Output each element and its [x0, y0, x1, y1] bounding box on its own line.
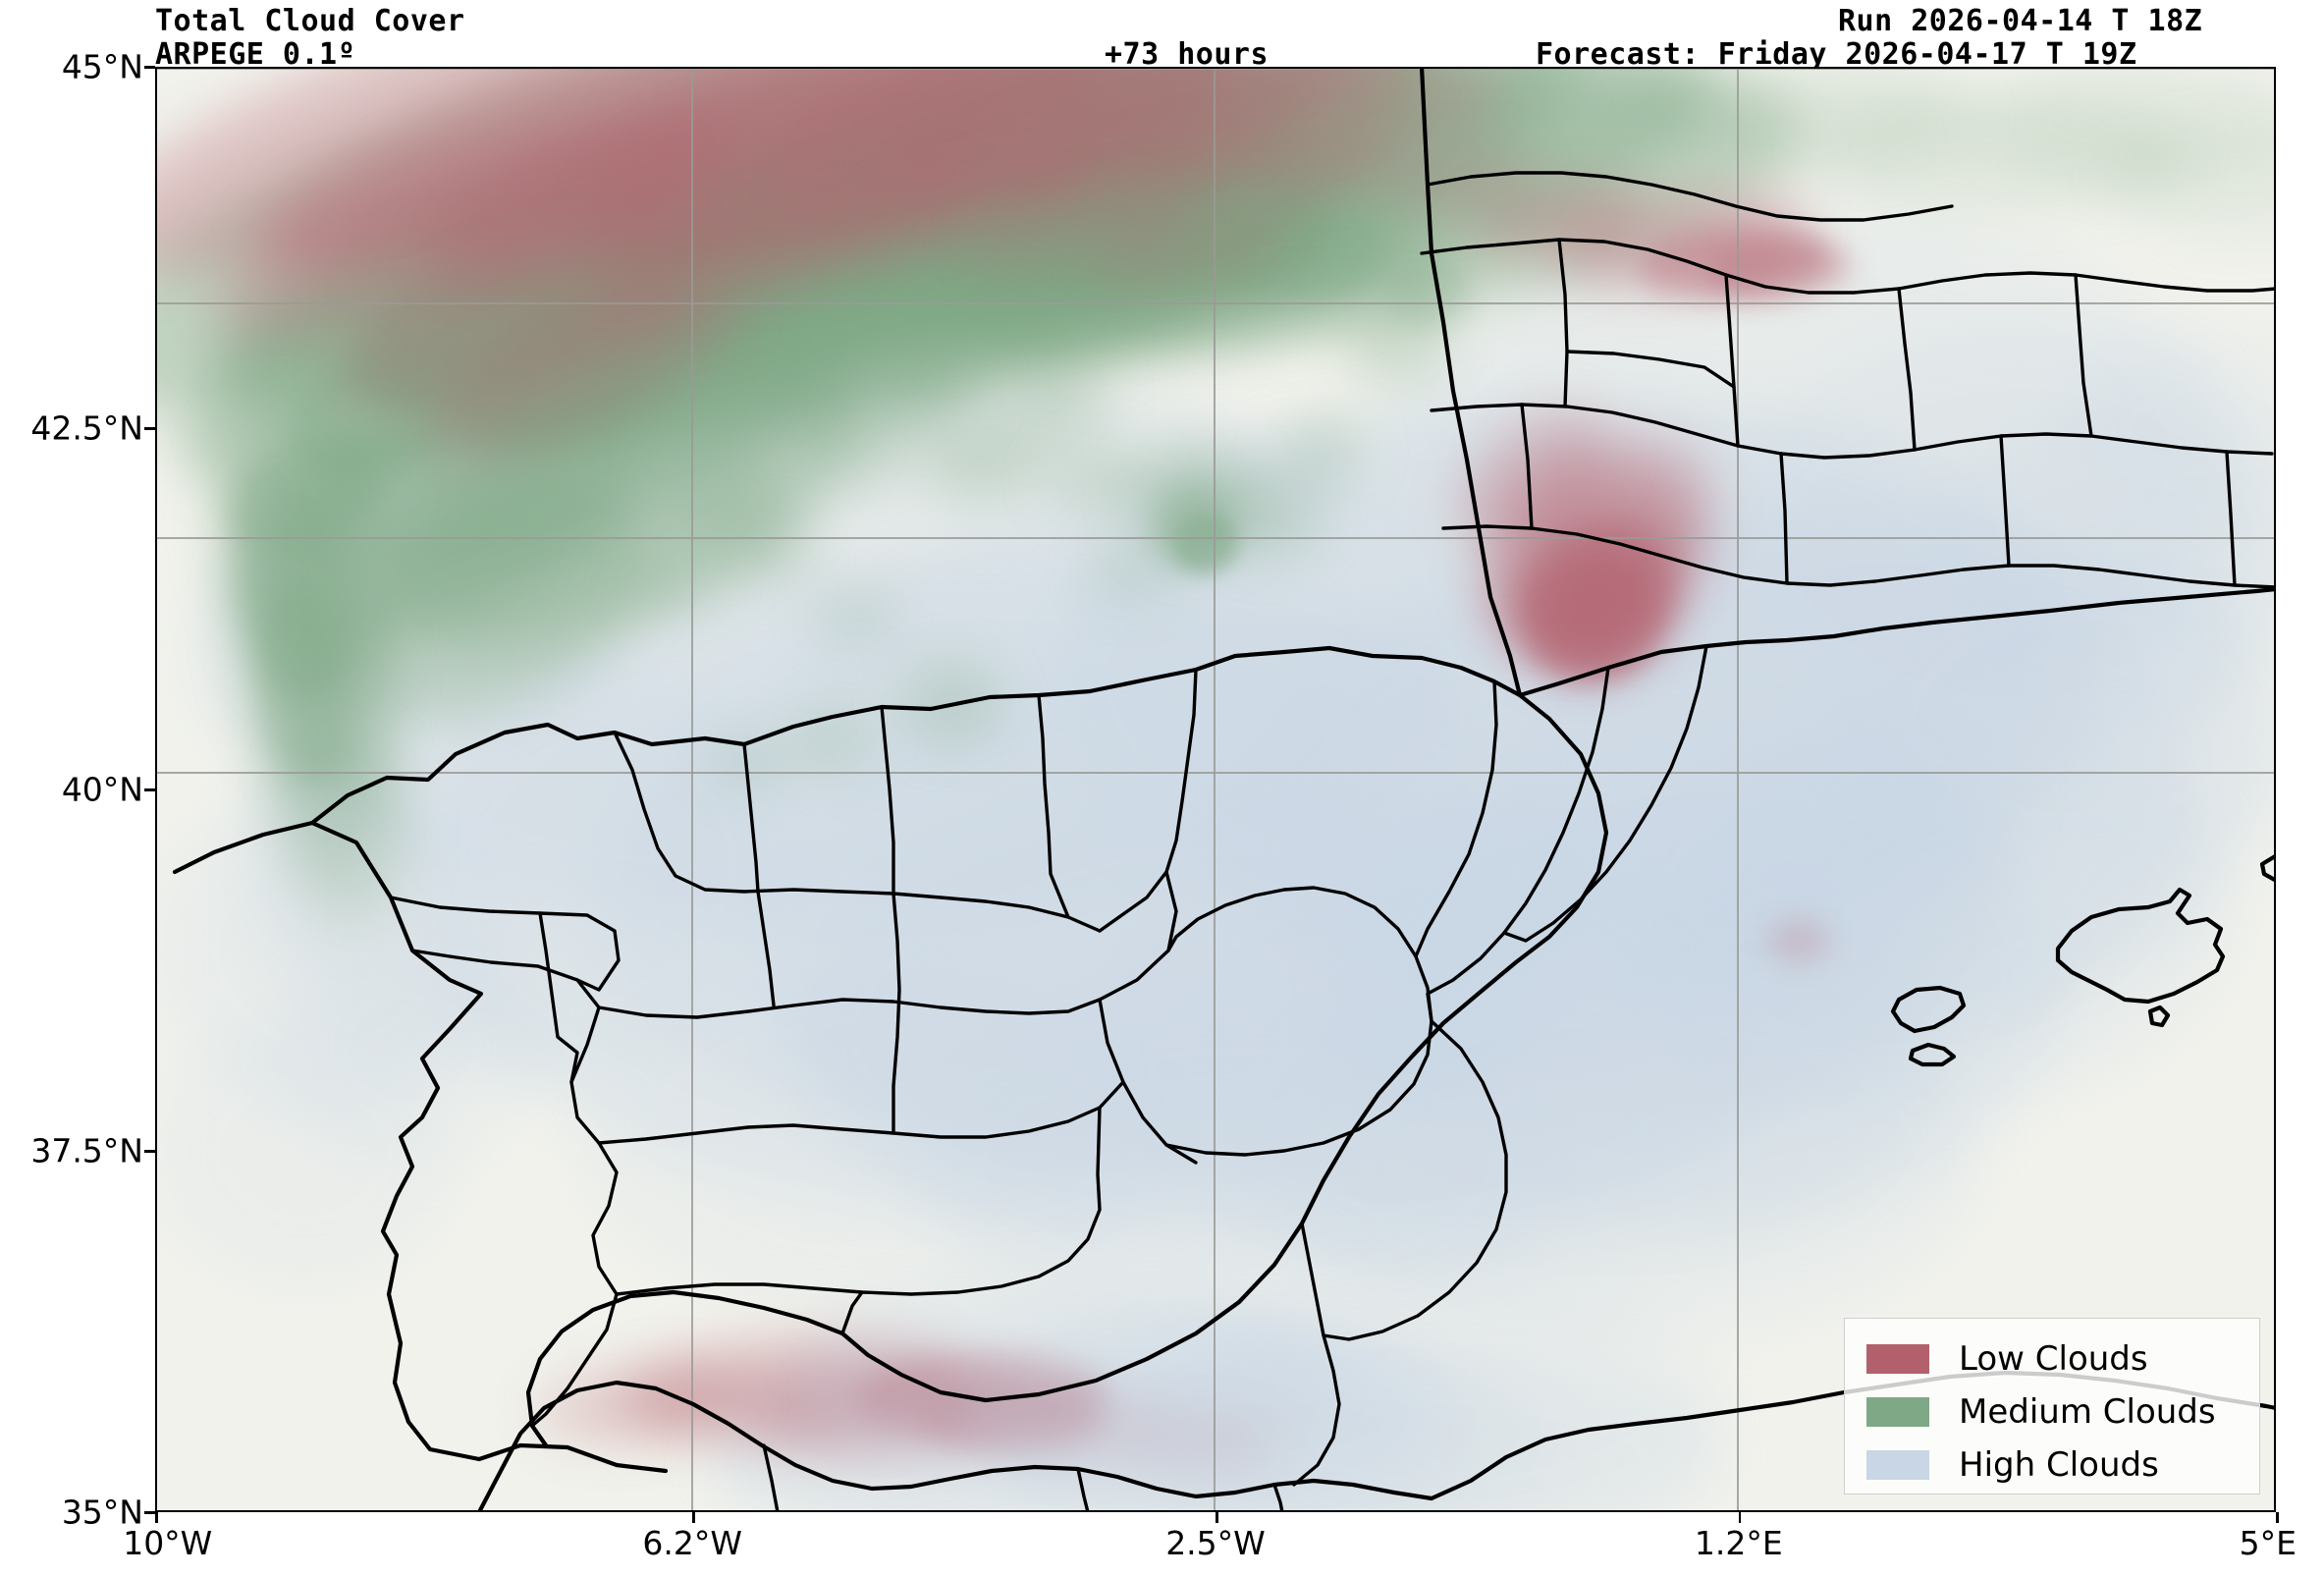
cloud-contour-high — [197, 355, 1471, 935]
xtick-mark — [1216, 1512, 1218, 1523]
cloud-contour-mid — [1046, 442, 1153, 516]
cloud-contour-high — [155, 789, 495, 1108]
chart-title: Total Cloud Cover — [155, 4, 465, 38]
cloud-contour-low — [1130, 1410, 1279, 1469]
xtick-mark — [2276, 1512, 2279, 1523]
ytick-mark — [144, 427, 155, 430]
cloud-contour-high — [409, 558, 1577, 1209]
cloud-contour-high — [1258, 962, 1979, 1339]
cloud-contour-high — [1766, 702, 2022, 877]
legend: Low Clouds Medium Clouds High Clouds — [1844, 1318, 2260, 1494]
legend-item-medium-clouds: Medium Clouds — [1866, 1386, 2259, 1439]
legend-swatch-low-clouds — [1866, 1344, 1929, 1374]
cloud-contour-high — [1596, 702, 2234, 1108]
gridline-lat-37.5N — [155, 772, 2276, 774]
cloud-contour-mid — [1342, 298, 1449, 385]
xtick-label: 6.2°W — [642, 1524, 742, 1562]
cloud-contour-high — [1724, 326, 2276, 761]
cloud-contour-high — [1342, 732, 2064, 1223]
map-plot-area: Low Clouds Medium Clouds High Clouds — [155, 67, 2276, 1512]
cloud-contour-high — [706, 1309, 1555, 1512]
cloud-contour-mid — [1216, 471, 1322, 559]
xtick-mark — [155, 1512, 158, 1523]
cloud-contour-high — [1978, 558, 2234, 733]
cloud-contour-high — [1512, 500, 2276, 1021]
ytick-label: 37.5°N — [30, 1131, 143, 1170]
cloud-contour-high — [1046, 384, 2107, 963]
ytick-mark — [144, 1150, 155, 1153]
chart-header: Total Cloud Cover ARPEGE 0.1º +73 hours … — [0, 0, 2324, 72]
xtick-label: 10°W — [123, 1524, 213, 1562]
cloud-contour-high — [1852, 789, 2022, 905]
xtick-label: 2.5°W — [1165, 1524, 1266, 1562]
cloud-contour-high — [791, 1280, 1343, 1484]
cloud-contour-mid — [897, 659, 1003, 746]
gridline-lon-2.5W — [1214, 67, 1216, 1512]
cloud-contour-mid — [876, 341, 983, 428]
ytick-mark — [144, 66, 155, 69]
model-label: ARPEGE 0.1º — [155, 37, 356, 72]
gridline-lat-40N — [155, 537, 2276, 539]
ytick-mark — [144, 1511, 155, 1514]
ytick-label: 40°N — [61, 770, 143, 809]
cloud-contour-mid — [918, 413, 1047, 501]
legend-label-low-clouds: Low Clouds — [1959, 1339, 2148, 1379]
cloud-contour-mid — [1809, 95, 2191, 212]
cloud-contour-high — [1640, 876, 1895, 1021]
gridline-lon-1.2E — [1737, 67, 1739, 1512]
cloud-contour-mid — [1172, 515, 1237, 573]
ytick-label: 35°N — [61, 1493, 143, 1532]
cloud-contour-mid — [1152, 485, 1237, 573]
cloud-contour-low — [1766, 919, 1831, 963]
cloud-contour-high — [960, 1309, 1428, 1512]
cloud-contour-mid — [1384, 254, 1471, 327]
cloud-contour-low — [1003, 1396, 1173, 1455]
cloud-contour-high — [155, 1020, 453, 1281]
cloud-contour-mid — [1978, 67, 2276, 183]
ytick-label: 42.5°N — [30, 408, 143, 448]
xtick-mark — [1738, 1512, 1742, 1523]
cloud-contour-mid — [812, 586, 897, 645]
legend-label-medium-clouds: Medium Clouds — [1959, 1392, 2216, 1432]
cloud-contour-mid — [728, 515, 813, 587]
gridline-lat-42.5N — [155, 302, 2276, 304]
cloud-contour-high — [706, 1396, 1089, 1512]
gridline-lat-45N — [155, 68, 2276, 70]
legend-swatch-high-clouds — [1866, 1450, 1929, 1480]
cloud-contour-mid — [1640, 67, 1979, 169]
cloud-contour-mid — [791, 384, 919, 486]
ytick-mark — [144, 788, 155, 791]
cloud-contour-mid — [1088, 543, 1173, 602]
xtick-mark — [692, 1512, 695, 1523]
cloud-contour-mid — [1216, 211, 1385, 299]
legend-item-low-clouds: Low Clouds — [1866, 1332, 2259, 1386]
map-vector-overlay — [172, 67, 2276, 1512]
cloud-contour-mid — [1003, 355, 1109, 443]
province-borders — [389, 171, 2276, 1512]
run-time-label: Run 2026-04-14 T 18Z — [1838, 4, 2203, 38]
legend-label-high-clouds: High Clouds — [1959, 1445, 2159, 1485]
lead-time-label: +73 hours — [1105, 37, 1270, 72]
ytick-label: 45°N — [61, 47, 143, 86]
legend-swatch-medium-clouds — [1866, 1397, 1929, 1427]
legend-item-high-clouds: High Clouds — [1866, 1439, 2259, 1492]
xtick-label: 5°E — [2239, 1524, 2297, 1562]
gridline-lon-6.2W — [691, 67, 693, 1512]
cloud-contour-high — [1682, 789, 1979, 963]
xtick-label: 1.2°E — [1694, 1524, 1783, 1562]
coastline-and-country-borders — [172, 67, 2276, 1512]
forecast-time-label: Forecast: Friday 2026-04-17 T 19Z — [1536, 37, 2137, 72]
cloud-contour-high — [240, 644, 791, 1079]
cloud-contour-high — [791, 789, 1767, 1281]
cloud-contour-high — [1088, 818, 1937, 1281]
cloud-contour-mid — [1278, 413, 1365, 486]
cloud-contour-high — [1172, 1280, 1725, 1512]
cloud-contour-mid — [622, 543, 729, 617]
